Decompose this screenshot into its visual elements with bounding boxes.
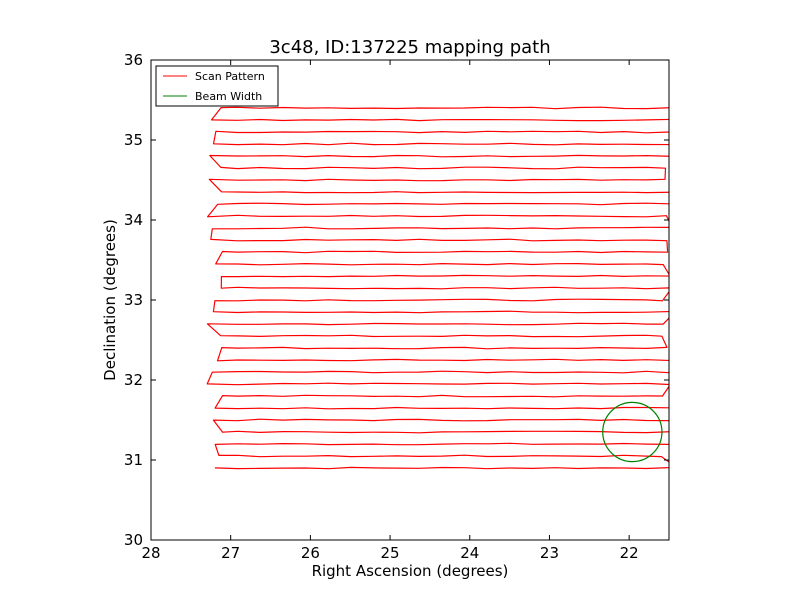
legend-label-beam-width: Beam Width [195, 90, 262, 103]
y-tick-label: 35 [124, 131, 143, 149]
y-tick-label: 31 [124, 451, 143, 469]
legend-label-scan-pattern: Scan Pattern [195, 70, 265, 83]
y-tick-label: 34 [124, 211, 143, 229]
scan-pattern-line [206, 106, 669, 470]
x-tick-label: 26 [301, 544, 320, 562]
y-tick-label: 32 [124, 371, 143, 389]
beam-width-circle [602, 401, 663, 463]
y-tick-label: 36 [124, 51, 143, 69]
y-tick-label: 30 [124, 531, 143, 549]
y-tick-label: 33 [124, 291, 143, 309]
x-tick-label: 24 [460, 544, 479, 562]
x-tick-label: 25 [381, 544, 400, 562]
x-axis: 28 27 26 25 24 23 22 [141, 60, 639, 562]
legend-box [155, 65, 279, 107]
y-axis-label: Declination (degrees) [101, 219, 119, 381]
x-tick-label: 27 [221, 544, 240, 562]
y-axis: 30 31 32 33 34 35 36 [124, 51, 669, 549]
x-tick-label: 23 [540, 544, 559, 562]
x-tick-label: 28 [141, 544, 160, 562]
plot-area [206, 106, 669, 470]
x-tick-label: 22 [620, 544, 639, 562]
chart-title: 3c48, ID:137225 mapping path [269, 37, 550, 58]
legend[interactable]: Scan Pattern Beam Width [155, 65, 279, 107]
x-axis-label: Right Ascension (degrees) [312, 562, 509, 580]
